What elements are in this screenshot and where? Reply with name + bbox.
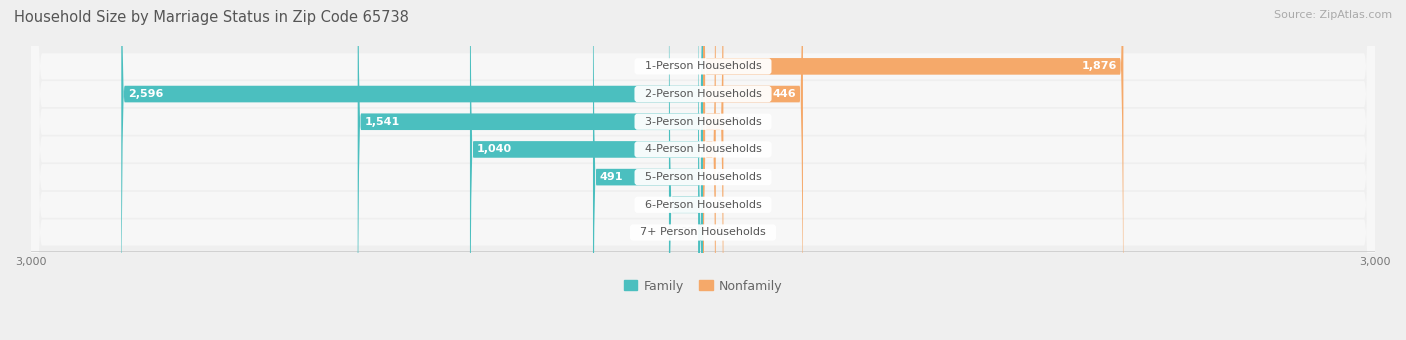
Text: 6-Person Households: 6-Person Households [638, 200, 768, 210]
Text: 2-Person Households: 2-Person Households [637, 89, 769, 99]
Text: 4-Person Households: 4-Person Households [637, 144, 769, 154]
Text: 0: 0 [716, 172, 723, 182]
FancyBboxPatch shape [703, 0, 1123, 340]
FancyBboxPatch shape [31, 0, 1375, 340]
FancyBboxPatch shape [31, 0, 1375, 340]
FancyBboxPatch shape [593, 0, 703, 340]
Text: 446: 446 [772, 89, 796, 99]
Text: 1,541: 1,541 [364, 117, 399, 127]
FancyBboxPatch shape [703, 0, 716, 340]
Text: 7+ Person Households: 7+ Person Households [633, 227, 773, 237]
Text: Source: ZipAtlas.com: Source: ZipAtlas.com [1274, 10, 1392, 20]
FancyBboxPatch shape [697, 0, 703, 340]
Text: 5-Person Households: 5-Person Households [638, 172, 768, 182]
Text: 1,876: 1,876 [1081, 61, 1116, 71]
FancyBboxPatch shape [31, 0, 1375, 340]
FancyBboxPatch shape [121, 0, 703, 340]
Text: 0: 0 [716, 200, 723, 210]
Legend: Family, Nonfamily: Family, Nonfamily [624, 280, 782, 293]
Text: 3-Person Households: 3-Person Households [638, 117, 768, 127]
Text: 1,040: 1,040 [477, 144, 512, 154]
Text: 152: 152 [644, 200, 665, 210]
Text: 0: 0 [716, 227, 723, 237]
FancyBboxPatch shape [357, 0, 703, 340]
Text: 22: 22 [679, 227, 695, 237]
FancyBboxPatch shape [31, 0, 1375, 340]
Text: 491: 491 [600, 172, 623, 182]
Text: 57: 57 [720, 144, 734, 154]
Text: 2,596: 2,596 [128, 89, 163, 99]
FancyBboxPatch shape [31, 0, 1375, 340]
FancyBboxPatch shape [703, 0, 724, 340]
Text: Household Size by Marriage Status in Zip Code 65738: Household Size by Marriage Status in Zip… [14, 10, 409, 25]
Text: 1-Person Households: 1-Person Households [638, 61, 768, 71]
FancyBboxPatch shape [31, 0, 1375, 340]
FancyBboxPatch shape [470, 0, 703, 340]
Text: 91: 91 [727, 117, 741, 127]
FancyBboxPatch shape [31, 0, 1375, 340]
FancyBboxPatch shape [703, 0, 803, 340]
FancyBboxPatch shape [669, 0, 703, 340]
